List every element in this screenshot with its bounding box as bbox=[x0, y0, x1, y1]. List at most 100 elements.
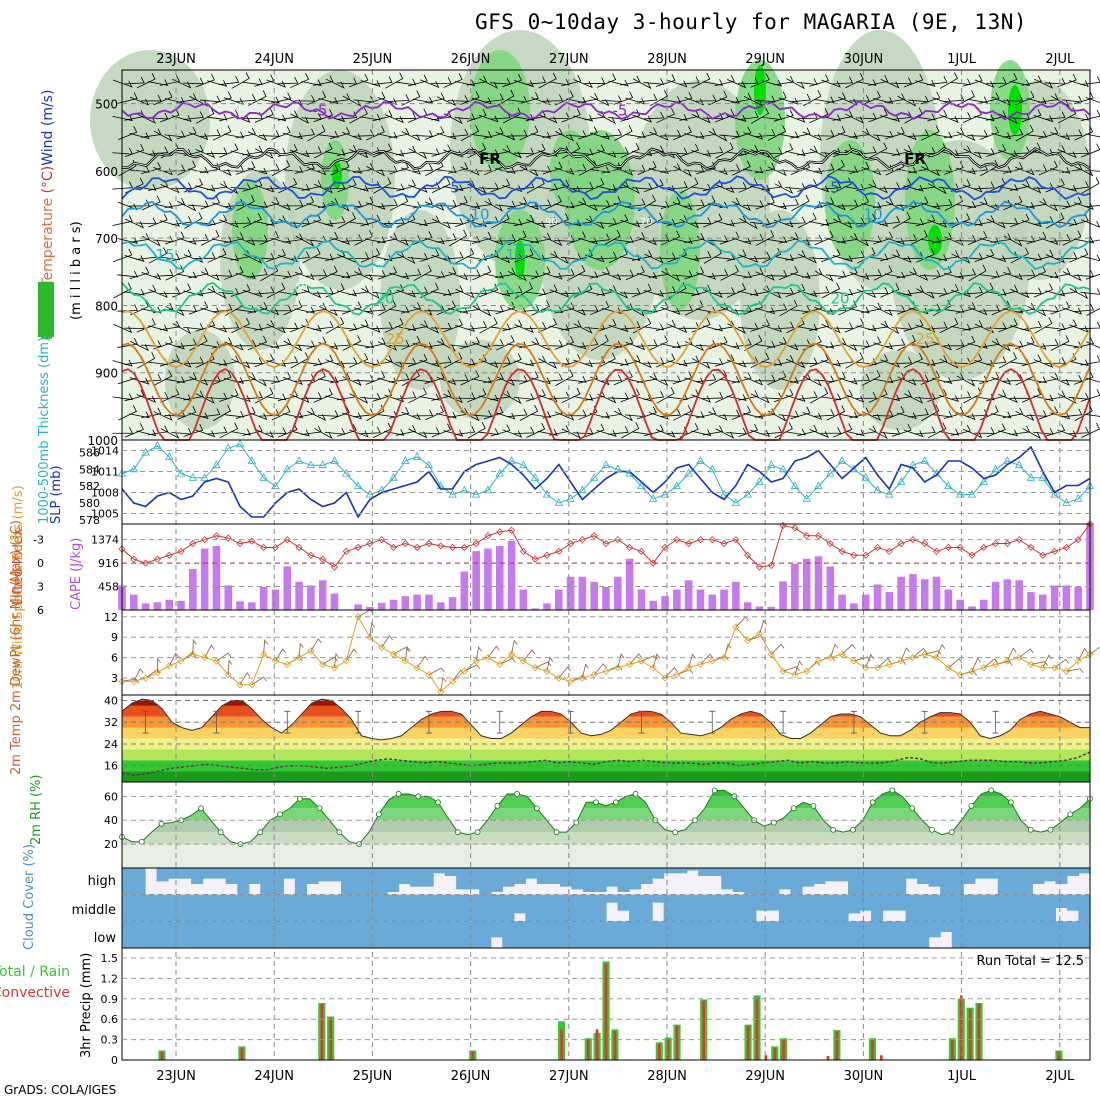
wind-barb bbox=[112, 427, 134, 434]
wind-barb bbox=[868, 75, 889, 86]
wind-barb bbox=[337, 212, 356, 229]
wind-barb bbox=[454, 180, 476, 191]
cloud-middle-bar bbox=[594, 894, 607, 922]
rh2m-point bbox=[494, 802, 501, 809]
cape-bar bbox=[507, 540, 516, 610]
cloud-middle-bar bbox=[767, 894, 780, 911]
wind-barb bbox=[915, 248, 935, 263]
wind-barb bbox=[619, 321, 641, 330]
wind-barb bbox=[230, 394, 251, 403]
li-point bbox=[779, 521, 787, 530]
thickness-point bbox=[790, 481, 800, 490]
thickness-point bbox=[837, 456, 847, 464]
wind-barb bbox=[271, 92, 292, 104]
wind-barb bbox=[265, 427, 287, 434]
wind-barb bbox=[880, 283, 900, 298]
wind-barb bbox=[786, 78, 805, 90]
wind-barb-10m bbox=[192, 639, 197, 655]
wind-barb bbox=[141, 272, 162, 280]
wind-barb bbox=[590, 96, 610, 107]
wind-barb bbox=[896, 267, 917, 279]
cape-bar bbox=[814, 556, 823, 610]
wind-barb bbox=[561, 428, 581, 439]
wind-barb bbox=[873, 97, 894, 104]
wind-barb bbox=[849, 195, 869, 211]
wind-barb bbox=[597, 352, 616, 369]
wind-barb bbox=[242, 424, 263, 436]
wind-barb bbox=[1009, 79, 1031, 87]
rh2m-point bbox=[850, 826, 856, 833]
wind-barb bbox=[419, 249, 440, 262]
wind-barb bbox=[219, 388, 239, 402]
wind-barb bbox=[648, 301, 669, 315]
wind-barb bbox=[608, 180, 629, 191]
cloud-high-bar bbox=[871, 868, 884, 895]
wind-barb bbox=[719, 97, 740, 104]
wind-barb bbox=[774, 183, 794, 195]
wind-barb bbox=[1061, 408, 1083, 418]
wind-barb bbox=[873, 306, 893, 317]
wind-barb bbox=[809, 319, 830, 331]
cloud-middle-bar bbox=[882, 894, 895, 911]
cape-bar bbox=[554, 589, 563, 610]
cape-bar bbox=[318, 580, 327, 610]
wind-barb bbox=[986, 144, 1007, 157]
wind-barb bbox=[289, 284, 310, 296]
wind-point bbox=[720, 654, 728, 662]
cloud-low-bar bbox=[894, 921, 907, 948]
wind-barb bbox=[301, 180, 322, 191]
wind-barb bbox=[904, 352, 923, 368]
wind-barb bbox=[1022, 428, 1042, 440]
li-point bbox=[732, 536, 740, 544]
wind-barb bbox=[974, 79, 995, 88]
cloud-middle-bar bbox=[778, 894, 791, 922]
li-point bbox=[696, 536, 705, 544]
wind-barb bbox=[979, 405, 999, 421]
wind-barb bbox=[400, 302, 421, 314]
wind-barb bbox=[459, 269, 481, 277]
wind-barb bbox=[1034, 78, 1054, 89]
wind-barb bbox=[513, 359, 535, 367]
wind-barb bbox=[891, 323, 913, 330]
cloud-low-bar bbox=[617, 921, 630, 948]
wind-barb bbox=[885, 126, 905, 140]
wind-barb bbox=[254, 108, 274, 123]
cloud-middle-bar bbox=[559, 894, 573, 922]
wind-barb bbox=[223, 410, 245, 418]
wind-barb bbox=[407, 219, 428, 227]
wind-barb bbox=[1068, 113, 1090, 121]
wind-barb bbox=[490, 357, 511, 364]
wind-barb bbox=[920, 166, 940, 177]
wind-barb bbox=[502, 218, 523, 226]
wind-barb bbox=[301, 146, 322, 155]
cloud-low-bar bbox=[375, 921, 388, 948]
wind-barb bbox=[353, 129, 375, 137]
li-point bbox=[614, 536, 622, 544]
wind-barb bbox=[313, 142, 333, 159]
wind-barb bbox=[501, 285, 523, 295]
wind-barb bbox=[838, 300, 858, 316]
cloud-low-bar bbox=[801, 921, 815, 948]
wind-barb bbox=[447, 374, 469, 382]
rh2m-point bbox=[988, 787, 995, 794]
wind-barb bbox=[667, 114, 688, 121]
x-tick-bottom-24JUN: 24JUN bbox=[254, 1069, 294, 1084]
cloud-high-bar bbox=[778, 868, 791, 890]
rh2m-ylabel: 2m RH (%) bbox=[29, 774, 44, 845]
wind-barb bbox=[537, 183, 558, 191]
wind-barb bbox=[360, 214, 381, 227]
wind-barb bbox=[625, 265, 645, 281]
cloud-low-bar bbox=[940, 921, 953, 932]
precip-conv-bar bbox=[977, 1004, 981, 1060]
wind-barb bbox=[743, 233, 764, 243]
wind-barb bbox=[460, 91, 480, 105]
wind-barb bbox=[872, 376, 894, 384]
wind-barb bbox=[372, 76, 393, 85]
x-tick-bottom-2JUL: 2JUL bbox=[1045, 1069, 1075, 1084]
wind-barb bbox=[530, 199, 552, 207]
cloud-high-bar bbox=[905, 868, 918, 879]
wind-barb bbox=[507, 196, 528, 210]
wind-barb bbox=[856, 79, 877, 86]
wind-barb bbox=[797, 323, 818, 331]
wind-barb bbox=[270, 270, 292, 278]
